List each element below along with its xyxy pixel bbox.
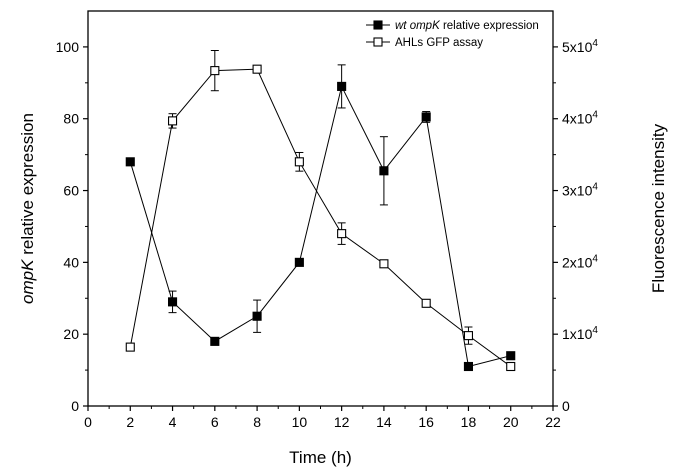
y-right-tick-label: 4x104 bbox=[562, 110, 598, 127]
legend: wt ompK relative expression AHLs GFP assa… bbox=[366, 20, 539, 49]
x-axis-title: Time (h) bbox=[289, 448, 352, 467]
legend-label-1: AHLs GFP assay bbox=[395, 37, 483, 49]
x-tick-label: 8 bbox=[253, 414, 261, 430]
x-tick-label: 4 bbox=[169, 414, 177, 430]
y-left-tick-label: 20 bbox=[63, 326, 79, 342]
y-right-tick-label: 1x104 bbox=[562, 325, 598, 342]
x-tick-label: 18 bbox=[461, 414, 477, 430]
series-0-point bbox=[506, 351, 516, 361]
y-left-tick-label: 60 bbox=[63, 183, 79, 199]
series-1-point bbox=[379, 259, 389, 269]
series-1-point bbox=[125, 342, 135, 352]
series-0-point bbox=[421, 112, 431, 122]
y-left-tick-label: 80 bbox=[63, 111, 79, 127]
series-0-point bbox=[337, 81, 347, 91]
y-left-tick-label: 0 bbox=[71, 398, 79, 414]
series-0-point bbox=[294, 257, 304, 267]
x-tick-label: 20 bbox=[503, 414, 519, 430]
series-0-point bbox=[379, 166, 389, 176]
series-0-point bbox=[252, 311, 262, 321]
series-0-line bbox=[129, 84, 511, 368]
series-1-point bbox=[506, 361, 516, 372]
series-0-point bbox=[210, 336, 220, 346]
x-tick-label: 2 bbox=[126, 414, 134, 430]
series-1-point bbox=[210, 66, 220, 76]
y-right-tick-label: 0 bbox=[562, 398, 570, 414]
x-tick-label: 0 bbox=[84, 414, 92, 430]
series-1-point bbox=[252, 64, 262, 74]
series-0-point bbox=[463, 361, 474, 372]
series-1-point bbox=[463, 331, 474, 341]
series-1-point bbox=[167, 116, 178, 126]
legend-label-0: wt ompK relative expression bbox=[395, 20, 539, 32]
y-axis-left-title-rest: relative expression bbox=[18, 113, 37, 259]
x-tick-label: 12 bbox=[334, 414, 350, 430]
legend-marker-1 bbox=[373, 37, 383, 47]
y-left-tick-label: 100 bbox=[56, 39, 80, 55]
series-1-line bbox=[129, 68, 512, 367]
y-right-tick-label: 2x104 bbox=[562, 253, 598, 270]
series-1-point bbox=[294, 157, 304, 167]
y-left-tick-label: 40 bbox=[63, 254, 79, 270]
x-tick-label: 22 bbox=[545, 414, 561, 430]
y-axis-right-title: Fluorescence intensity bbox=[649, 123, 668, 293]
series-1-point bbox=[421, 298, 431, 308]
chart-axes-layer: 0 2 4 6 8 10 12 14 16 18 20 2202040608010001x1042x1… bbox=[56, 10, 598, 430]
x-tick-label: 6 bbox=[211, 414, 219, 430]
series-0-point bbox=[125, 157, 135, 167]
chart-series-layer bbox=[125, 50, 516, 372]
y-right-tick-label: 3x104 bbox=[562, 182, 598, 199]
legend-marker-0 bbox=[373, 20, 383, 30]
y-axis-left-title: ompK relative expression bbox=[18, 113, 37, 304]
y-axis-left-title-italic: ompK bbox=[18, 259, 37, 304]
x-tick-label: 10 bbox=[292, 414, 308, 430]
series-0-point bbox=[167, 297, 178, 307]
series-1-point bbox=[337, 229, 347, 239]
y-right-tick-label: 5x104 bbox=[562, 38, 598, 55]
x-tick-label: 16 bbox=[418, 414, 434, 430]
x-tick-label: 14 bbox=[376, 414, 392, 430]
